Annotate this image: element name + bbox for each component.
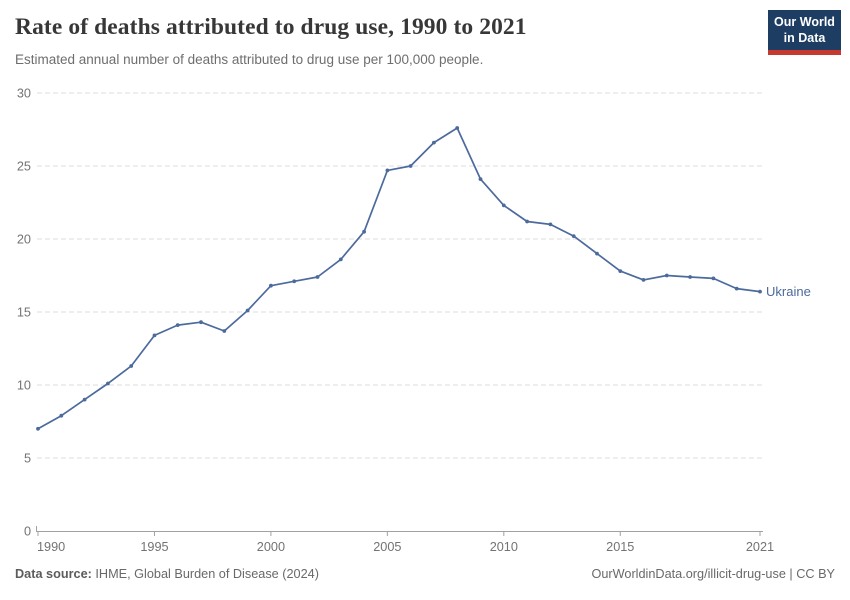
owid-logo-text: Our World in Data [768,10,841,50]
data-point[interactable] [106,381,110,386]
data-point[interactable] [36,426,40,431]
x-tick-label: 1995 [140,540,168,554]
x-tick-label: 2010 [490,540,518,554]
data-point[interactable] [641,278,646,282]
data-point[interactable] [501,203,506,208]
data-point[interactable] [758,289,762,294]
data-source-text: IHME, Global Burden of Disease (2024) [91,567,319,581]
data-point[interactable] [618,269,623,273]
data-point[interactable] [688,275,692,279]
x-tick-label: 2021 [746,540,774,554]
x-tick-label: 1990 [37,540,65,554]
data-source-note: Data source: IHME, Global Burden of Dise… [15,567,319,581]
data-point[interactable] [525,219,529,224]
data-point[interactable] [734,286,739,291]
y-tick-label: 0 [24,525,31,539]
owid-logo[interactable]: Our World in Data [768,10,841,55]
chart-footer: Data source: IHME, Global Burden of Dise… [15,567,835,581]
data-point[interactable] [571,234,576,239]
data-point[interactable] [269,283,273,288]
x-tick-label: 2000 [257,540,285,554]
y-tick-label: 15 [17,306,31,320]
data-point[interactable] [478,177,483,182]
data-point[interactable] [59,413,64,418]
data-point[interactable] [548,222,553,227]
data-point[interactable] [664,273,669,278]
x-tick-label: 2005 [373,540,401,554]
data-point[interactable] [315,275,320,279]
data-point[interactable] [292,279,297,284]
data-point[interactable] [455,126,460,130]
chart-subtitle: Estimated annual number of deaths attrib… [15,52,484,67]
series-line[interactable] [37,127,761,430]
data-point[interactable] [711,276,716,281]
series-end-label[interactable]: Ukraine [766,284,811,299]
data-point[interactable] [129,364,134,368]
y-tick-label: 20 [17,233,31,247]
data-point[interactable] [432,140,436,145]
data-point[interactable] [222,329,227,333]
data-point[interactable] [199,320,203,325]
data-point[interactable] [175,323,180,327]
data-source-label: Data source: [15,567,92,581]
data-point[interactable] [408,164,413,168]
y-tick-label: 30 [17,87,31,101]
y-tick-label: 5 [24,452,31,466]
attribution-link[interactable]: OurWorldinData.org/illicit-drug-use | CC… [591,567,836,581]
x-tick-label: 2015 [606,540,634,554]
data-point[interactable] [245,308,250,313]
data-point[interactable] [338,257,343,262]
y-tick-label: 25 [17,160,31,174]
data-point[interactable] [595,251,599,256]
y-tick-label: 10 [17,379,31,393]
logo-line-1: Our World [774,15,835,29]
data-point[interactable] [385,168,390,173]
logo-red-bar [768,50,841,55]
logo-line-2: in Data [783,31,826,45]
page-title: Rate of deaths attributed to drug use, 1… [15,14,527,40]
data-point[interactable] [362,229,366,234]
data-point[interactable] [82,397,87,402]
data-point[interactable] [152,333,157,338]
